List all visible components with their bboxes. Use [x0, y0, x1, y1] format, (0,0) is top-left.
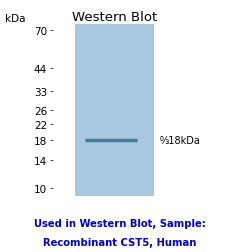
Text: Used in Western Blot, Sample:: Used in Western Blot, Sample: — [33, 218, 206, 228]
Text: kDa: kDa — [5, 14, 26, 24]
Bar — [75, 25, 154, 197]
Text: ↉18kDa: ↉18kDa — [159, 136, 200, 145]
Title: Western Blot: Western Blot — [72, 11, 157, 24]
Text: Recombinant CST5, Human: Recombinant CST5, Human — [43, 237, 196, 247]
